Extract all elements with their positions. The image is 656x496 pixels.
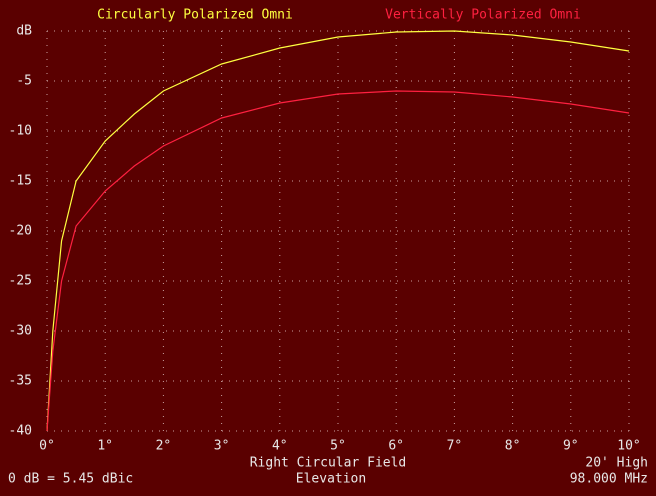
x-tick-label: 9° bbox=[563, 439, 579, 454]
x-tick-label: 10° bbox=[617, 439, 640, 454]
x-tick-label: 1° bbox=[97, 439, 113, 454]
y-tick-label: -35 bbox=[9, 374, 32, 389]
series-line bbox=[46, 90, 630, 432]
y-tick-label: -5 bbox=[16, 74, 32, 89]
footer-info: 98.000 MHz bbox=[570, 472, 648, 487]
y-tick-label: -20 bbox=[9, 224, 32, 239]
x-tick-label: 2° bbox=[156, 439, 172, 454]
footer-note: 0 dB = 5.45 dBic bbox=[8, 472, 133, 487]
y-tick-label: -30 bbox=[9, 324, 32, 339]
y-tick-label: -15 bbox=[9, 174, 32, 189]
legend-entry: Vertically Polarized Omni bbox=[385, 8, 581, 23]
series-line bbox=[46, 30, 630, 432]
footer-title: Right Circular Field bbox=[250, 456, 407, 471]
x-tick-label: 5° bbox=[330, 439, 346, 454]
y-tick-label: -40 bbox=[9, 424, 32, 439]
x-tick-label: 4° bbox=[272, 439, 288, 454]
y-tick-label: dB bbox=[16, 24, 32, 39]
x-tick-label: 8° bbox=[505, 439, 521, 454]
legend-entry: Circularly Polarized Omni bbox=[97, 8, 293, 23]
x-tick-label: 6° bbox=[388, 439, 404, 454]
x-tick-label: 3° bbox=[214, 439, 230, 454]
y-tick-label: -25 bbox=[9, 274, 32, 289]
x-tick-label: 7° bbox=[447, 439, 463, 454]
footer-title: Elevation bbox=[296, 472, 366, 487]
y-tick-label: -10 bbox=[9, 124, 32, 139]
footer-info: 20' High bbox=[585, 456, 648, 471]
x-tick-label: 0° bbox=[39, 439, 55, 454]
